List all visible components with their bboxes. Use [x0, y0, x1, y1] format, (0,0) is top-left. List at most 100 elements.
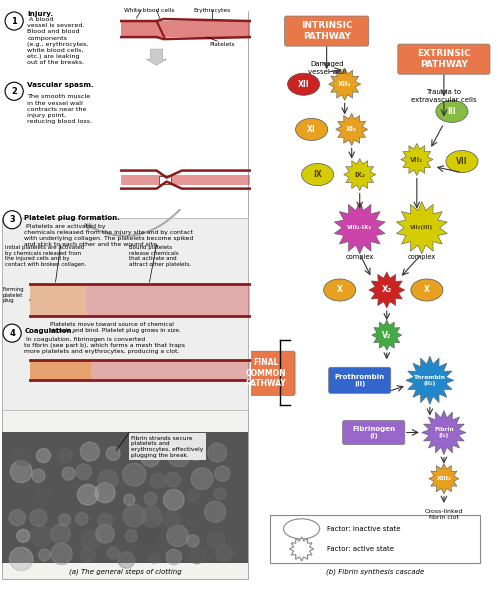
Circle shape	[194, 447, 208, 461]
Text: X: X	[337, 286, 343, 295]
Circle shape	[126, 549, 143, 565]
Text: V₂: V₂	[382, 331, 391, 340]
Circle shape	[211, 527, 230, 546]
Polygon shape	[334, 202, 385, 254]
Text: Forming
platelet
plug: Forming platelet plug	[2, 287, 23, 303]
Text: 2: 2	[11, 87, 17, 96]
Polygon shape	[289, 537, 314, 561]
Text: Fibrinogen
(I): Fibrinogen (I)	[352, 426, 395, 439]
Circle shape	[195, 530, 209, 544]
Text: XI₂: XI₂	[346, 126, 357, 132]
Circle shape	[192, 503, 212, 522]
Polygon shape	[429, 464, 459, 494]
Circle shape	[98, 526, 112, 540]
Text: IX₂: IX₂	[354, 171, 365, 177]
Circle shape	[52, 532, 70, 550]
Text: IX: IX	[313, 170, 322, 179]
Circle shape	[36, 548, 51, 564]
Text: EXTRINSIC
PATHWAY: EXTRINSIC PATHWAY	[417, 50, 471, 69]
Circle shape	[81, 528, 97, 544]
Circle shape	[102, 509, 122, 528]
FancyBboxPatch shape	[343, 420, 405, 444]
Circle shape	[70, 543, 93, 565]
Text: Bound platelets
release chemicals
that activate and
attract other platelets.: Bound platelets release chemicals that a…	[129, 245, 192, 267]
Text: Thrombin
(II₂): Thrombin (II₂)	[414, 375, 446, 386]
Circle shape	[144, 533, 159, 549]
Circle shape	[56, 471, 73, 487]
Circle shape	[7, 488, 27, 507]
Circle shape	[99, 462, 122, 484]
Circle shape	[17, 552, 27, 562]
Text: Erythrocytes: Erythrocytes	[194, 8, 231, 13]
Circle shape	[99, 489, 111, 500]
Ellipse shape	[446, 150, 478, 173]
Circle shape	[73, 446, 93, 466]
Circle shape	[123, 447, 138, 464]
FancyBboxPatch shape	[236, 351, 295, 395]
Circle shape	[80, 514, 90, 524]
FancyArrow shape	[146, 49, 167, 65]
Text: Vascular spasm.: Vascular spasm.	[27, 82, 94, 88]
Text: Injury.: Injury.	[27, 11, 53, 17]
Bar	[121, 174, 250, 184]
Bar	[269, 515, 480, 563]
Text: VII₂: VII₂	[410, 156, 423, 162]
Circle shape	[117, 529, 138, 550]
Circle shape	[164, 449, 185, 468]
Text: III: III	[448, 107, 456, 116]
Circle shape	[100, 447, 122, 468]
Text: Prothrombin
(II): Prothrombin (II)	[335, 374, 385, 387]
Circle shape	[76, 471, 96, 491]
Text: complex: complex	[346, 254, 374, 260]
Circle shape	[98, 547, 117, 565]
Circle shape	[31, 509, 46, 523]
Text: 3: 3	[9, 215, 15, 224]
Bar	[30, 360, 250, 380]
Circle shape	[5, 12, 23, 30]
Polygon shape	[329, 68, 361, 100]
Text: A blood
vessel is severed.
Blood and blood
components
(e.g., erythrocytes,
white: A blood vessel is severed. Blood and blo…	[27, 17, 89, 65]
Text: Platelets are activated by
chemicals released from the injury site and by contac: Platelets are activated by chemicals rel…	[24, 224, 194, 247]
Text: The smooth muscle
in the vessel wall
contracts near the
injury point,
reducing b: The smooth muscle in the vessel wall con…	[27, 88, 93, 124]
Bar	[30, 360, 91, 380]
Bar	[2, 11, 249, 150]
Polygon shape	[401, 144, 433, 176]
Text: X₂: X₂	[381, 286, 392, 295]
Ellipse shape	[436, 100, 468, 122]
Text: X: X	[424, 286, 430, 295]
Bar	[121, 21, 250, 37]
Text: Fibrin strands secure
platelets and
erythrocytes, effectively
plugging the break: Fibrin strands secure platelets and eryt…	[131, 435, 204, 458]
Text: XII₂: XII₂	[338, 81, 352, 87]
Circle shape	[183, 487, 203, 507]
Text: VII₂(III): VII₂(III)	[410, 225, 433, 230]
Circle shape	[163, 504, 186, 526]
Polygon shape	[369, 272, 405, 308]
Circle shape	[7, 529, 23, 545]
Text: (b) Fibrin synthesis cascade: (b) Fibrin synthesis cascade	[326, 568, 424, 575]
Text: Factor: active state: Factor: active state	[327, 546, 393, 552]
Bar	[30, 284, 250, 316]
Circle shape	[207, 447, 223, 462]
Text: Initial platelets are activated
by chemicals released from
the injured cells and: Initial platelets are activated by chemi…	[5, 245, 87, 267]
Ellipse shape	[283, 519, 320, 539]
Polygon shape	[422, 410, 466, 455]
Text: Damaged
vessel wall: Damaged vessel wall	[308, 61, 346, 75]
Text: Fibrin
(I₂): Fibrin (I₂)	[434, 427, 454, 438]
Circle shape	[144, 488, 163, 507]
Text: XII: XII	[298, 80, 309, 89]
Text: XIII₂: XIII₂	[437, 476, 451, 481]
Text: 1: 1	[11, 17, 17, 26]
Circle shape	[151, 548, 164, 560]
Circle shape	[137, 448, 160, 471]
FancyBboxPatch shape	[329, 367, 391, 394]
Text: Factor: inactive state: Factor: inactive state	[327, 526, 400, 532]
Text: 4: 4	[9, 329, 15, 338]
Ellipse shape	[411, 279, 443, 301]
Circle shape	[32, 444, 53, 465]
Circle shape	[5, 82, 23, 100]
Circle shape	[212, 465, 227, 480]
Text: XI: XI	[307, 125, 316, 134]
Ellipse shape	[302, 164, 334, 186]
Circle shape	[6, 508, 28, 530]
Bar	[2, 432, 249, 563]
